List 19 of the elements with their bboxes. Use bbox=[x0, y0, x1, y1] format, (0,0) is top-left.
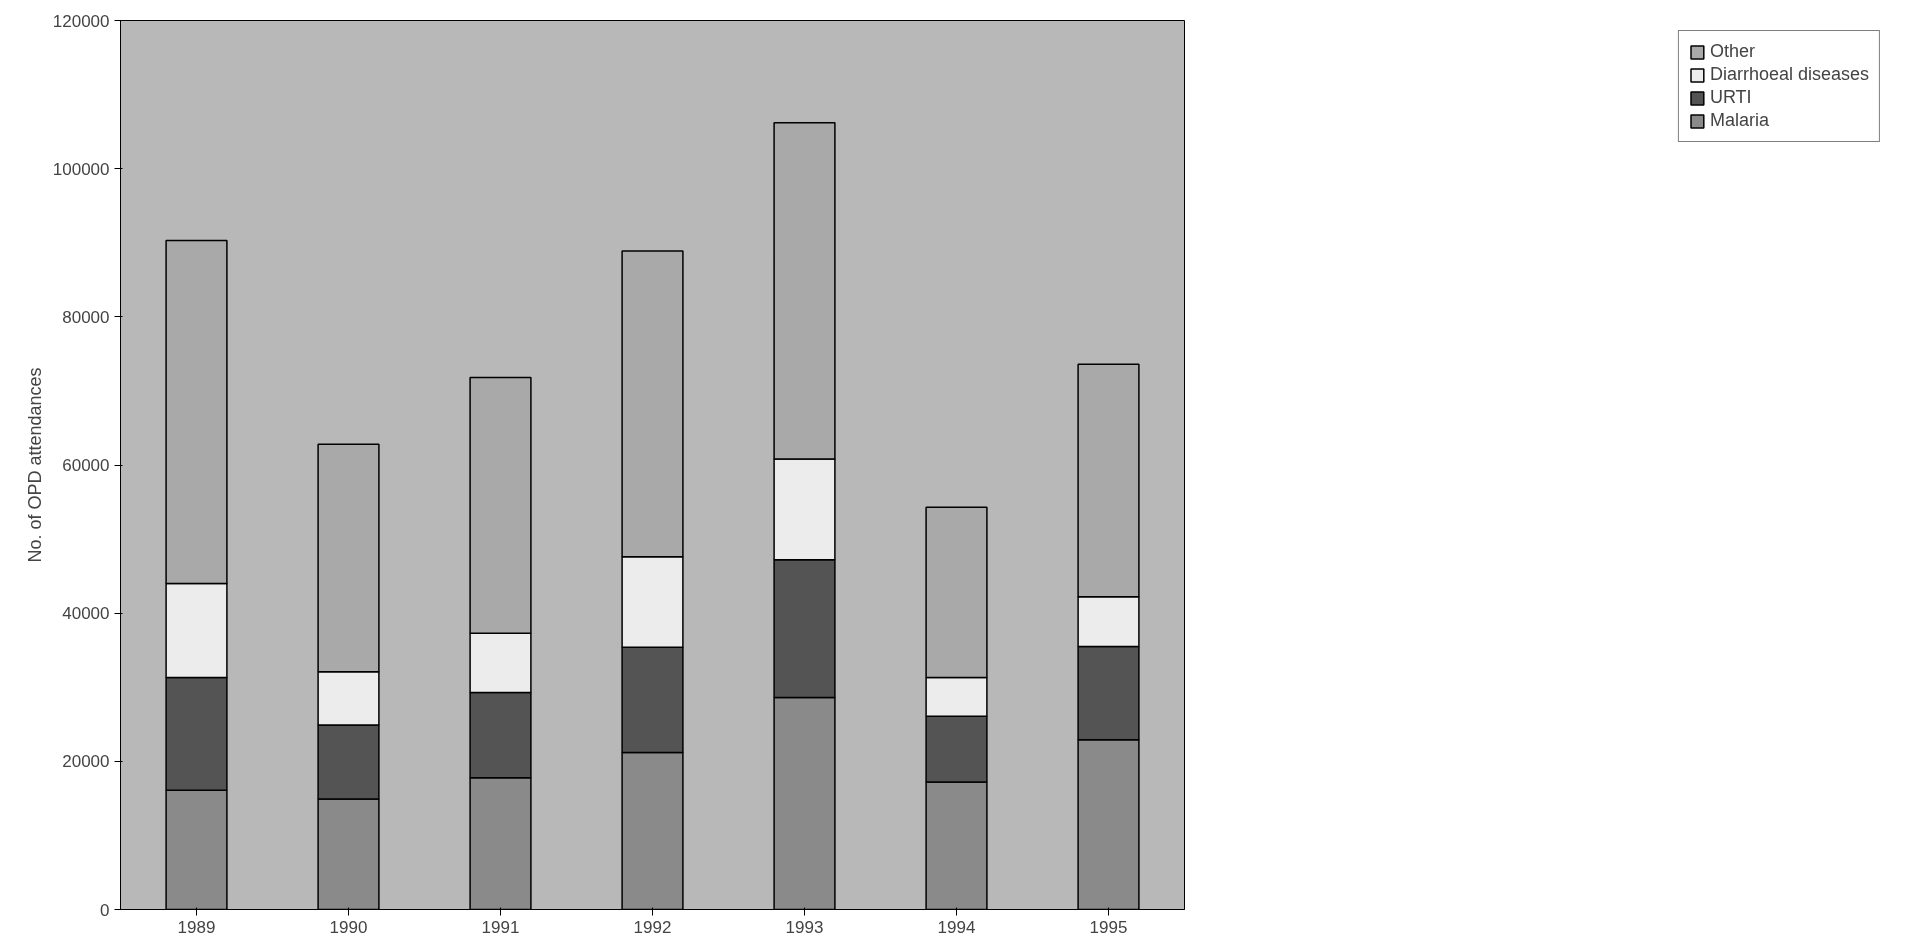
y-tick-label: 40000 bbox=[62, 604, 110, 624]
y-tick-label: 100000 bbox=[52, 159, 110, 179]
x-tick-label: 1994 bbox=[937, 917, 976, 937]
y-tick-label: 0 bbox=[100, 900, 110, 920]
x-tick-label: 1991 bbox=[481, 917, 520, 937]
x-tick-label: 1995 bbox=[1089, 917, 1128, 937]
y-tick-label: 20000 bbox=[62, 752, 110, 772]
legend-label: Other bbox=[1709, 41, 1755, 62]
legend-label: URTI bbox=[1709, 87, 1752, 108]
y-axis-title: No. of OPD attendances bbox=[24, 367, 45, 563]
x-tick-label: 1990 bbox=[329, 917, 368, 937]
x-tick-label: 1993 bbox=[785, 917, 824, 937]
x-tick-label: 1992 bbox=[633, 917, 672, 937]
x-tick-label: 1989 bbox=[177, 917, 216, 937]
y-tick-label: 60000 bbox=[62, 456, 110, 475]
y-tick-label: 120000 bbox=[52, 11, 110, 31]
y-tick-label: 80000 bbox=[62, 307, 110, 327]
legend-label: Diarrhoeal diseases bbox=[1709, 64, 1869, 85]
legend-label: Malaria bbox=[1709, 110, 1769, 131]
